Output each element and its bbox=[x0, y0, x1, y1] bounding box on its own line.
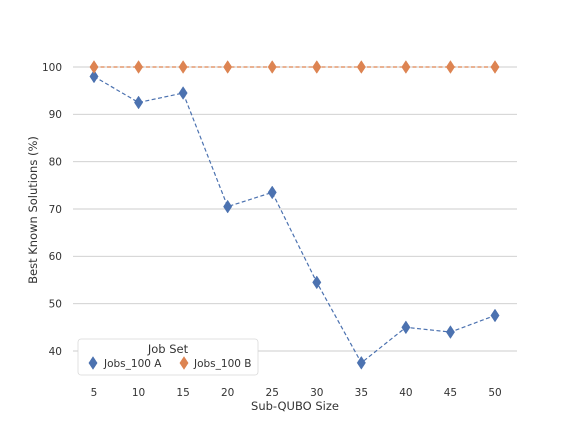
y-axis-label: Best Known Solutions (%) bbox=[26, 136, 40, 284]
data-point bbox=[490, 308, 500, 323]
series-2 bbox=[89, 60, 500, 74]
y-tick-label: 40 bbox=[49, 346, 62, 358]
data-point bbox=[89, 69, 99, 84]
legend-marker bbox=[179, 356, 189, 370]
x-tick-labels: 5 10 15 20 25 30 35 40 45 50 bbox=[91, 387, 502, 399]
data-point bbox=[223, 60, 233, 74]
data-point bbox=[490, 60, 500, 74]
gridlines bbox=[73, 66, 517, 352]
legend: Job Set Jobs_100 A Jobs_100 B bbox=[77, 338, 259, 376]
y-tick-label: 80 bbox=[49, 156, 62, 168]
data-point bbox=[445, 325, 455, 339]
y-tick-label: 60 bbox=[49, 251, 62, 263]
x-tick-label: 45 bbox=[444, 387, 457, 399]
x-tick-label: 50 bbox=[488, 387, 501, 399]
legend-marker bbox=[88, 356, 98, 370]
data-point bbox=[401, 60, 411, 74]
series-line bbox=[93, 75, 496, 364]
x-tick-label: 10 bbox=[132, 387, 145, 399]
y-tick-label: 100 bbox=[42, 62, 62, 74]
y-tick-labels: 40 50 60 70 80 90 100 bbox=[42, 62, 62, 358]
y-tick-label: 70 bbox=[49, 204, 62, 216]
x-axis-label: Sub-QUBO Size bbox=[251, 399, 339, 413]
data-point bbox=[178, 86, 188, 100]
data-point bbox=[267, 185, 277, 200]
data-point bbox=[356, 355, 366, 370]
x-tick-label: 20 bbox=[221, 387, 234, 399]
data-point bbox=[445, 60, 455, 74]
data-point bbox=[134, 60, 144, 74]
x-tick-label: 40 bbox=[399, 387, 412, 399]
x-tick-label: 30 bbox=[310, 387, 323, 399]
y-tick-label: 50 bbox=[49, 298, 62, 310]
data-point bbox=[267, 60, 277, 74]
data-point bbox=[401, 320, 411, 335]
y-tick-label: 90 bbox=[49, 109, 62, 121]
data-point bbox=[89, 60, 99, 74]
legend-entry-label: Jobs_100 A bbox=[103, 358, 162, 370]
legend-title: Job Set bbox=[147, 342, 189, 356]
x-tick-label: 25 bbox=[266, 387, 279, 399]
data-point bbox=[312, 60, 322, 74]
series-1 bbox=[89, 69, 500, 370]
legend-entry-label: Jobs_100 B bbox=[193, 358, 252, 370]
x-tick-label: 35 bbox=[355, 387, 368, 399]
series-layer bbox=[89, 60, 500, 370]
data-point bbox=[312, 275, 322, 290]
data-point bbox=[356, 60, 366, 74]
data-point bbox=[223, 199, 233, 214]
data-point bbox=[134, 95, 144, 110]
x-tick-label: 5 bbox=[91, 387, 98, 399]
x-tick-label: 15 bbox=[176, 387, 189, 399]
data-point bbox=[178, 60, 188, 74]
legend-frame bbox=[77, 338, 259, 376]
